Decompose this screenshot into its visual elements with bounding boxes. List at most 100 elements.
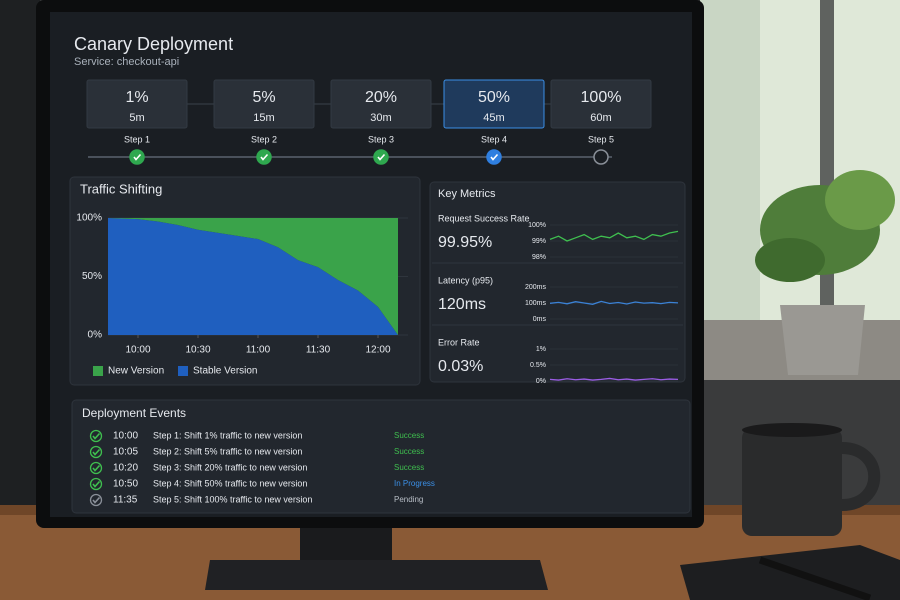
step-percent: 5%	[252, 89, 275, 106]
y-tick-label: 0%	[88, 330, 103, 341]
event-check	[92, 464, 101, 472]
step-marker	[256, 149, 272, 165]
window-frame	[820, 0, 834, 330]
step-box	[213, 79, 315, 129]
metrics-title: Key Metrics	[438, 188, 496, 200]
legend-swatch	[178, 366, 188, 376]
metric-label: Error Rate	[438, 337, 480, 347]
sparkline	[549, 300, 679, 305]
step-duration: 45m	[483, 112, 504, 124]
step-box	[550, 79, 652, 129]
spark-tick-label: 100ms	[525, 300, 547, 307]
spark-tick-label: 200ms	[525, 284, 547, 291]
shelf-shadow	[0, 0, 40, 520]
metrics: Request Success Rate 99.95% 98% 99% 100% Late…	[432, 213, 683, 385]
x-tick-label: 11:30	[306, 345, 331, 356]
y-tick-label: 100%	[76, 213, 102, 224]
sparkline	[549, 377, 679, 381]
step-marker	[373, 149, 389, 165]
metric-label: Latency (p95)	[438, 275, 493, 285]
spark-tick-label: 0ms	[533, 316, 547, 323]
step-label: Step 3	[368, 134, 394, 144]
legend-label: Stable Version	[193, 366, 258, 377]
event-text: Step 5: Shift 100% traffic to new versio…	[153, 494, 312, 504]
sparkline	[549, 230, 679, 242]
step-label: Step 2	[251, 134, 277, 144]
event-check	[92, 432, 101, 440]
step-duration: 15m	[253, 112, 274, 124]
step-check	[260, 153, 269, 161]
spark-tick-label: 0.5%	[530, 362, 546, 369]
plant	[755, 170, 895, 375]
spark-tick-label: 100%	[528, 222, 546, 229]
step-label: Step 1	[124, 134, 150, 144]
step-duration: 60m	[590, 112, 611, 124]
step-duration: 30m	[370, 112, 391, 124]
step-marker	[129, 149, 145, 165]
events-title: Deployment Events	[82, 406, 186, 420]
metric-value: 0.03%	[438, 358, 483, 375]
event-time: 10:05	[113, 447, 138, 458]
step-label: Step 4	[481, 134, 507, 144]
metric-value: 120ms	[438, 296, 486, 313]
event-icon	[89, 461, 103, 475]
step-check	[377, 153, 386, 161]
events: 10:00 Step 1: Shift 1% traffic to new ver…	[89, 429, 435, 507]
event-check	[92, 496, 101, 504]
traffic-chart: 0% 50% 100% 10:00 10:30 11:00 11:30 12:00 New Ve…	[76, 213, 408, 377]
x-tick-label: 12:00	[365, 345, 390, 356]
x-tick-label: 10:30	[185, 345, 210, 356]
x-tick-label: 11:00	[246, 345, 271, 356]
step-duration: 5m	[129, 112, 144, 124]
event-icon	[89, 477, 103, 491]
step-label: Step 5	[588, 134, 614, 144]
step-percent: 20%	[365, 89, 397, 106]
mug	[742, 423, 881, 536]
event-icon	[89, 493, 103, 507]
page-title: Canary Deployment	[74, 34, 233, 54]
step-box	[330, 79, 432, 129]
step-check	[490, 153, 499, 161]
event-text: Step 4: Shift 50% traffic to new version	[153, 478, 307, 488]
traffic-title: Traffic Shifting	[80, 181, 162, 196]
legend-swatch	[93, 366, 103, 376]
event-status: Pending	[394, 495, 423, 504]
event-text: Step 1: Shift 1% traffic to new version	[153, 430, 302, 440]
event-status: In Progress	[394, 479, 435, 488]
event-text: Step 2: Shift 5% traffic to new version	[153, 446, 302, 456]
spark-tick-label: 98%	[532, 254, 546, 261]
step-percent: 100%	[581, 89, 622, 106]
steps: 1% 5m Step 1 5% 15m Step 2 20% 30m Step 3 50% 45m S…	[86, 79, 652, 165]
metric-label: Request Success Rate	[438, 213, 530, 223]
x-tick-label: 10:00	[125, 345, 150, 356]
spark-tick-label: 0%	[536, 378, 546, 385]
event-status: Success	[394, 431, 424, 440]
step-marker	[593, 149, 609, 165]
events-panel	[71, 399, 691, 514]
legend-label: New Version	[108, 366, 164, 377]
event-text: Step 3: Shift 20% traffic to new version	[153, 462, 307, 472]
event-time: 10:00	[113, 431, 138, 442]
notebook	[680, 545, 900, 600]
step-box	[443, 79, 545, 129]
event-icon	[89, 429, 103, 443]
event-time: 10:50	[113, 479, 138, 490]
y-tick-label: 50%	[82, 271, 102, 282]
event-check	[92, 480, 101, 488]
step-check	[133, 153, 142, 161]
metrics-panel	[429, 181, 686, 383]
event-icon	[89, 445, 103, 459]
event-status: Success	[394, 463, 424, 472]
step-percent: 1%	[125, 89, 148, 106]
spark-tick-label: 99%	[532, 238, 546, 245]
spark-tick-label: 1%	[536, 346, 546, 353]
step-percent: 50%	[478, 89, 510, 106]
event-time: 10:20	[113, 463, 138, 474]
area	[108, 218, 398, 335]
event-check	[92, 448, 101, 456]
event-status: Success	[394, 447, 424, 456]
service-name: Service: checkout-api	[74, 56, 179, 68]
event-time: 11:35	[113, 495, 138, 506]
